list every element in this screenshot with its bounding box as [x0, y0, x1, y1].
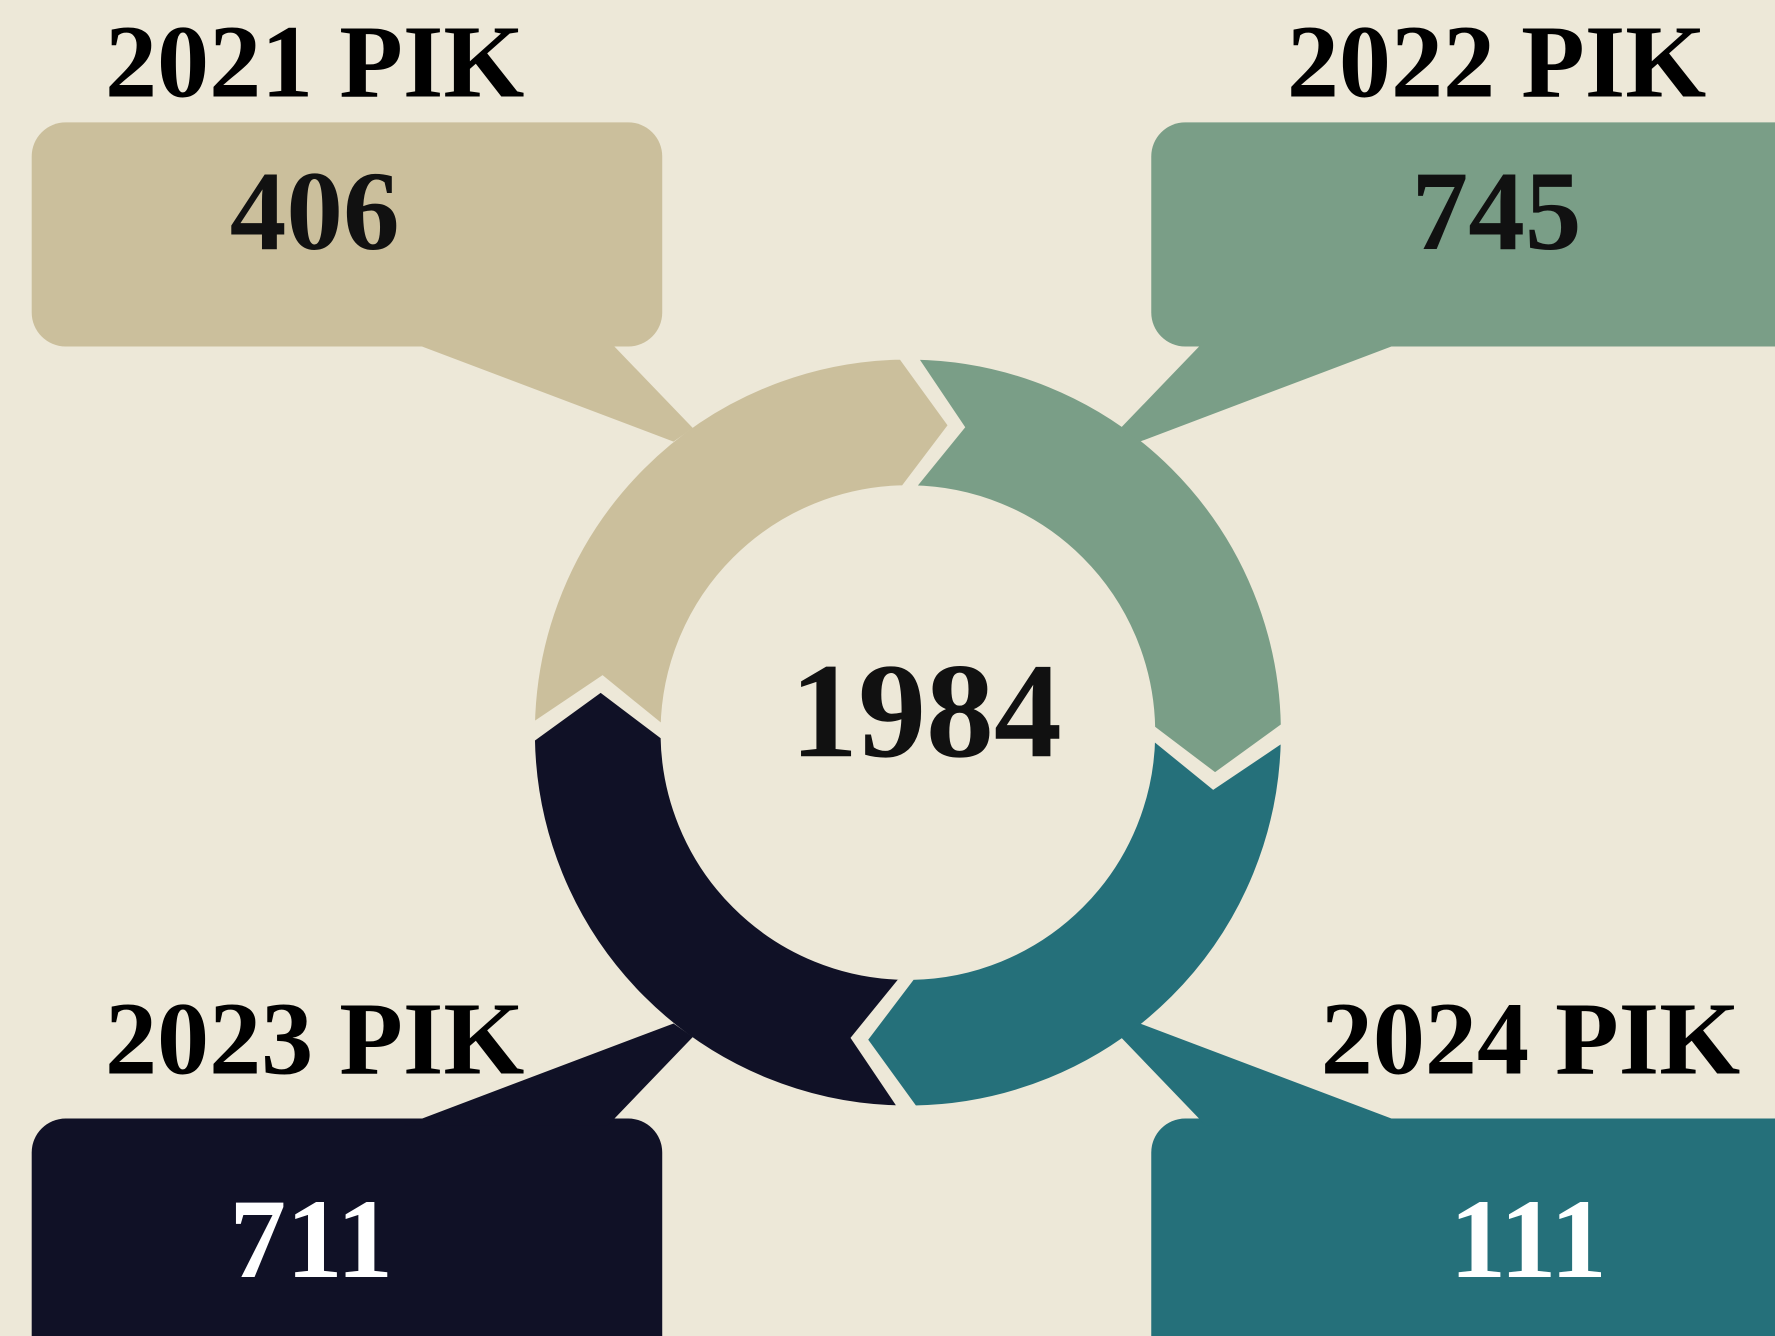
ring-segment	[906, 353, 1287, 780]
callout-box	[1151, 122, 1775, 347]
value: 711	[230, 1177, 394, 1302]
callout-tail	[1120, 339, 1410, 442]
label: 2024 PIK	[1321, 980, 1740, 1096]
callout-tail	[404, 339, 693, 442]
value: 406	[230, 149, 400, 274]
callout-box	[1151, 1118, 1775, 1336]
callout-tail	[404, 1023, 693, 1126]
label: 2021 PIK	[105, 3, 524, 119]
callout-box	[31, 122, 663, 347]
ring	[529, 353, 1287, 1112]
value: 111	[1450, 1177, 1607, 1302]
label: 2023 PIK	[105, 980, 524, 1096]
center-value: 1984	[790, 636, 1062, 786]
label: 2022 PIK	[1287, 3, 1706, 119]
callout-box	[31, 1118, 663, 1336]
ring-segment	[529, 685, 910, 1112]
ring-segment	[861, 730, 1287, 1112]
ring-segment	[529, 353, 955, 735]
value: 745	[1412, 149, 1582, 274]
callout-tail	[1120, 1023, 1410, 1126]
